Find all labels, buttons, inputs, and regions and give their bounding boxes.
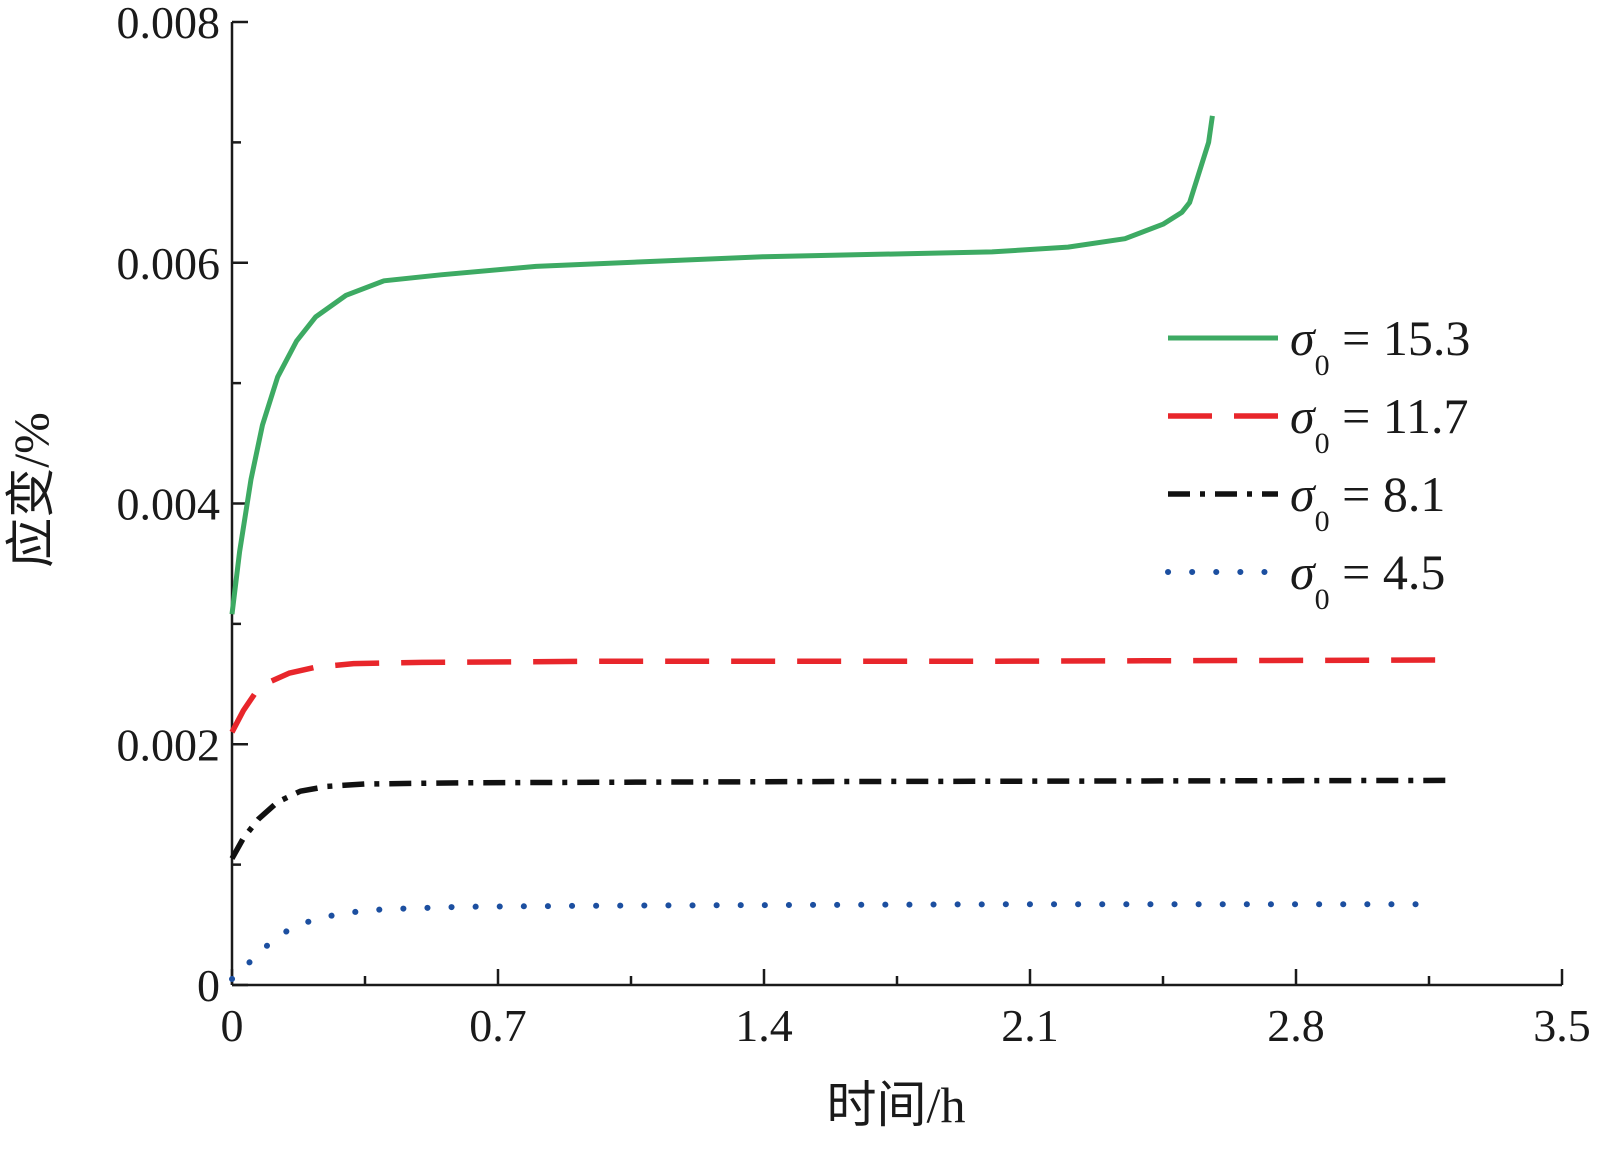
- series-line-3: [229, 901, 1432, 982]
- x-axis-title: 时间/h: [827, 1077, 966, 1133]
- y-tick-label: 0.004: [117, 479, 221, 530]
- x-tick-label: 2.8: [1267, 1000, 1325, 1051]
- legend-label-3: σ0 = 4.5: [1290, 544, 1445, 616]
- x-tick-label: 1.4: [735, 1000, 793, 1051]
- series-line-1: [229, 657, 1449, 734]
- series-line-0: [229, 115, 1215, 615]
- y-tick-label: 0.006: [117, 238, 221, 289]
- axis-ticks: [230, 20, 1564, 987]
- y-tick-label: 0.008: [117, 0, 221, 48]
- legend: σ0 = 15.3σ0 = 11.7σ0 = 8.1σ0 = 4.5: [1165, 310, 1470, 616]
- x-tick-label: 0: [221, 1000, 244, 1051]
- y-tick-label: 0.002: [117, 719, 221, 770]
- series-line-2: [229, 777, 1449, 860]
- legend-label-2: σ0 = 8.1: [1290, 466, 1445, 538]
- series-lines: [229, 115, 1449, 982]
- x-tick-label: 0.7: [469, 1000, 527, 1051]
- x-tick-label: 2.1: [1001, 1000, 1059, 1051]
- legend-label-0: σ0 = 15.3: [1290, 310, 1470, 382]
- axis-tick-labels: 0 0.7 1.4 2.1 2.8 3.5 0 0.002 0.004 0.006 0.008: [117, 0, 1591, 1051]
- y-axis-title: 应变/%: [3, 412, 59, 568]
- x-tick-label: 3.5: [1533, 1000, 1591, 1051]
- y-tick-label: 0: [197, 960, 220, 1011]
- legend-label-1: σ0 = 11.7: [1290, 388, 1469, 460]
